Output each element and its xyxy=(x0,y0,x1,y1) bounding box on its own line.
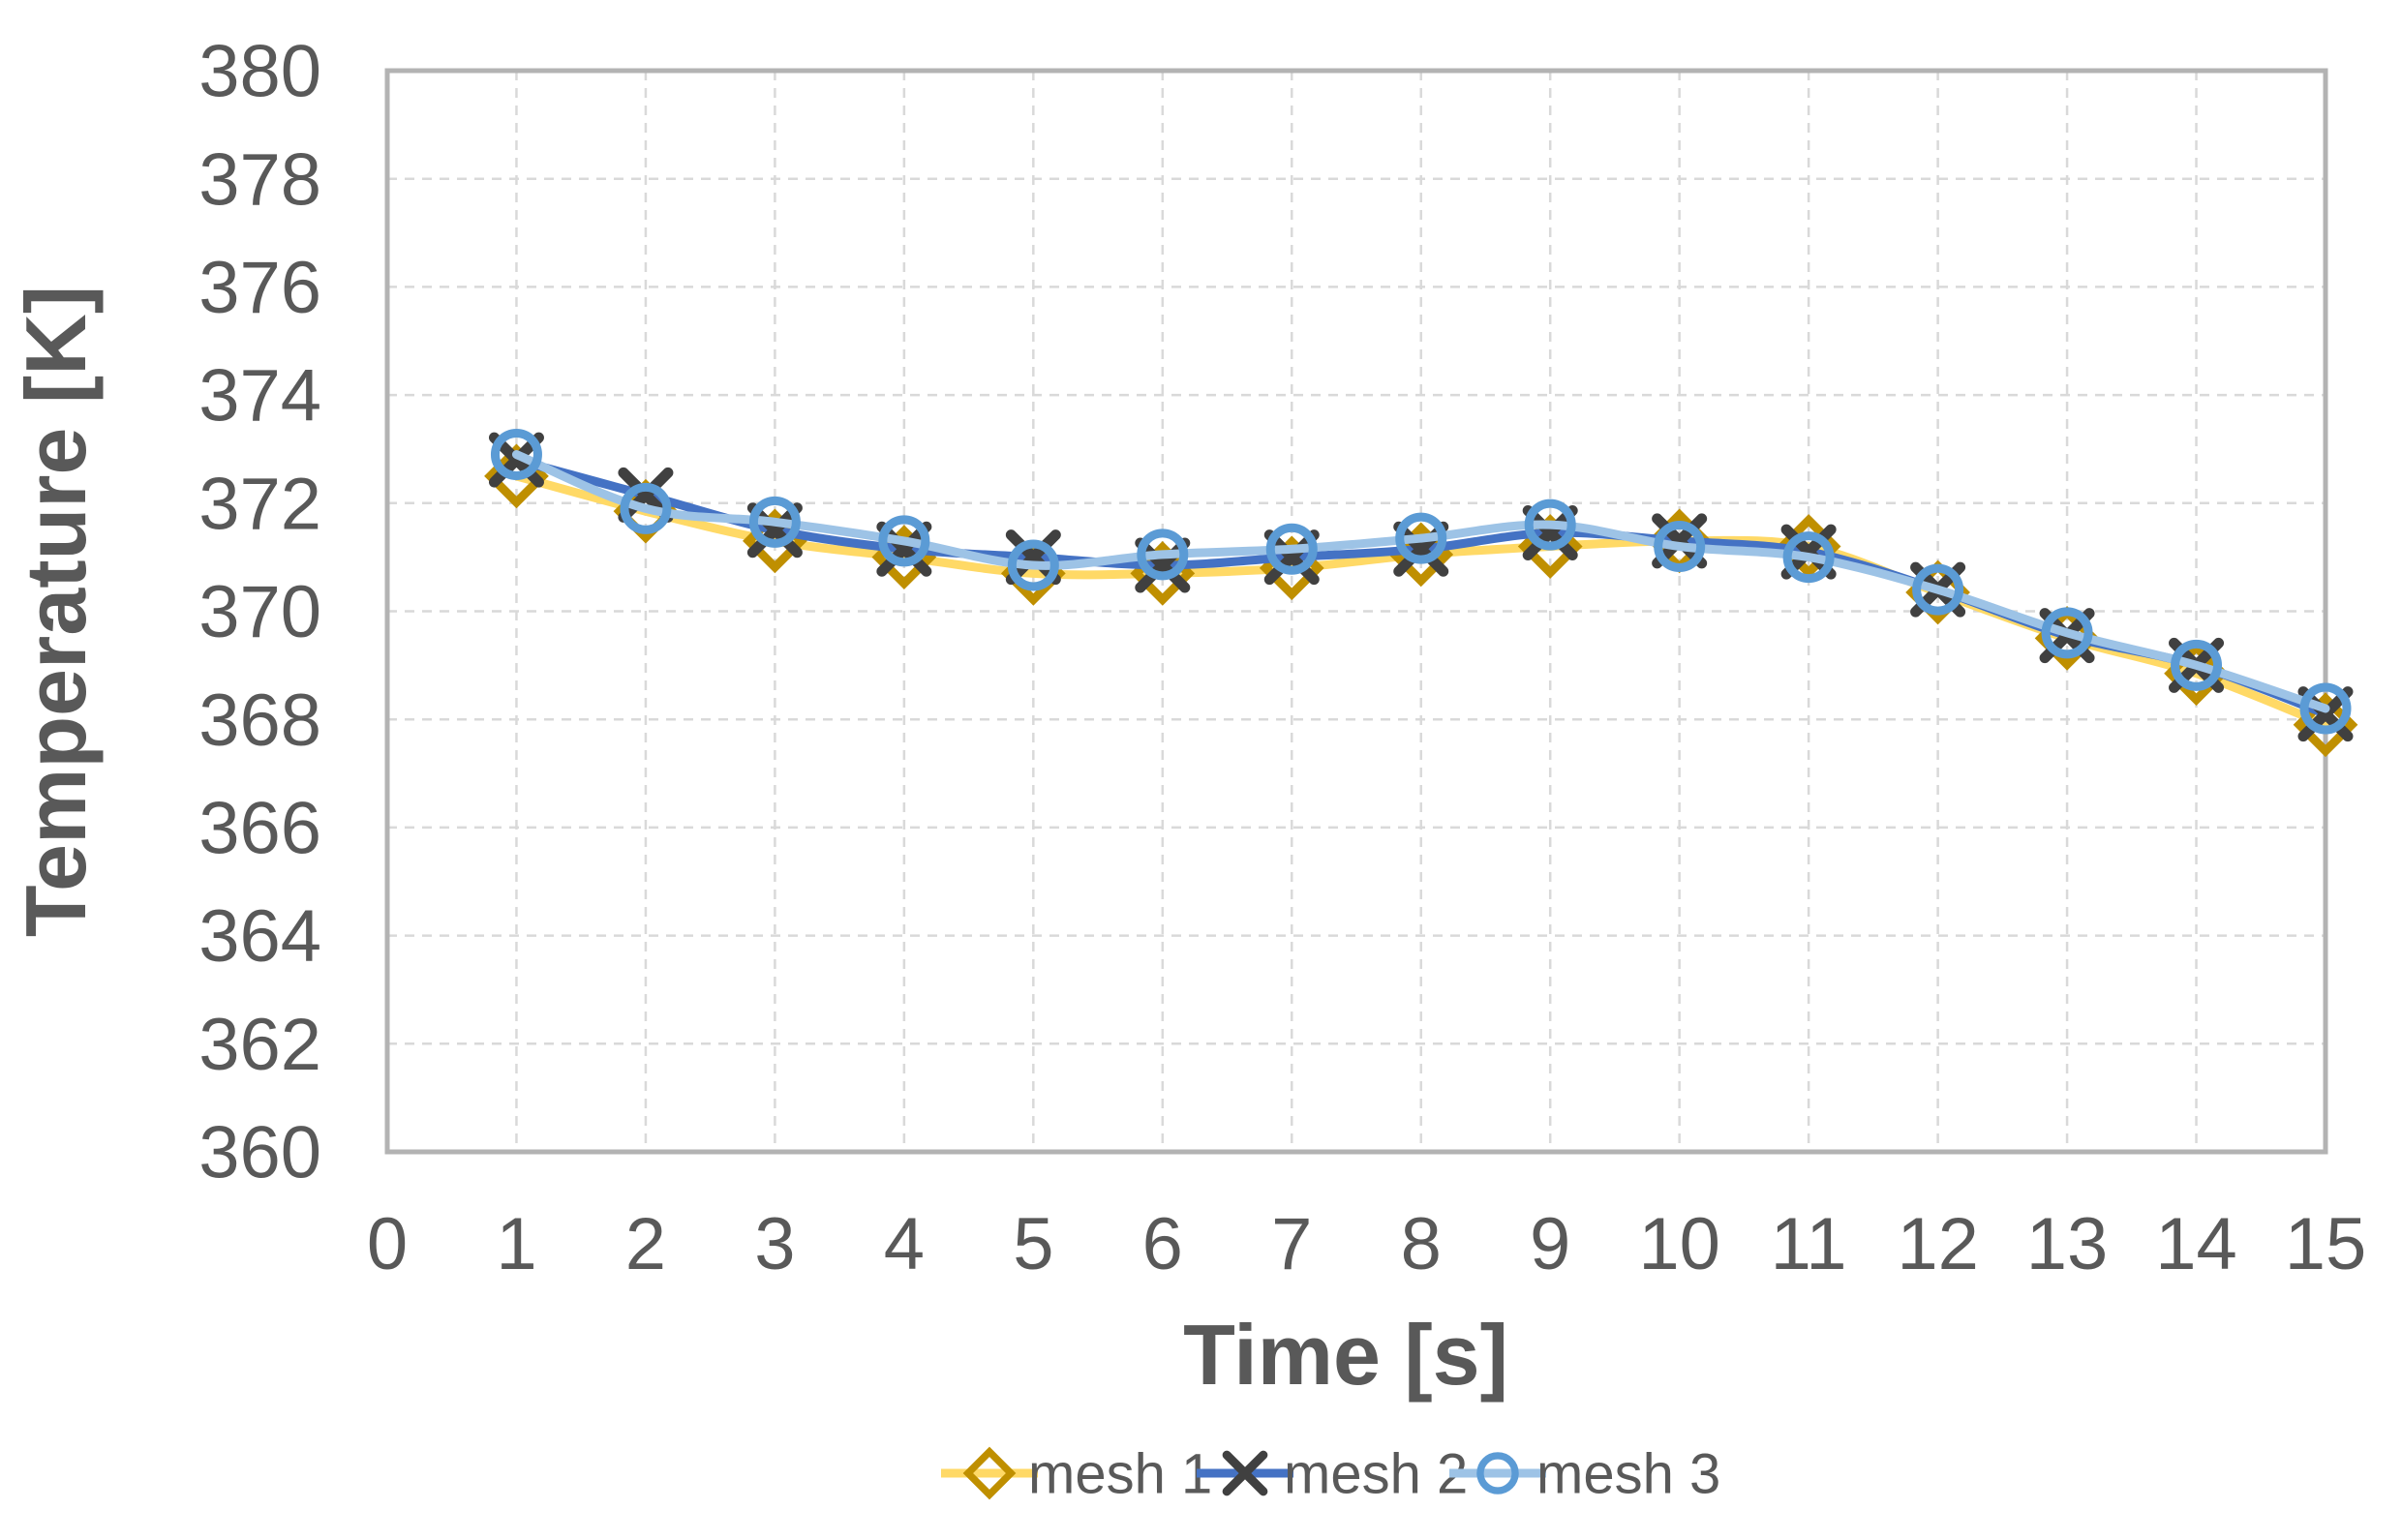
plot-area-border xyxy=(384,68,2328,1155)
circle-marker-mesh-3-pt7 xyxy=(1265,523,1318,575)
y-tick-label-374: 374 xyxy=(198,355,321,438)
x-marker-mesh-2-pt7 xyxy=(1263,529,1320,586)
y-tick-label-372: 372 xyxy=(198,463,321,545)
x-axis-title: Time [s] xyxy=(1183,1307,1508,1403)
y-tick-label-368: 368 xyxy=(198,679,321,762)
legend-item-mesh-2: mesh 2 xyxy=(1197,1442,1468,1505)
y-tick-label-362: 362 xyxy=(198,1004,321,1086)
x-marker-mesh-2-pt9 xyxy=(1522,505,1578,561)
legend-label: mesh 1 xyxy=(1028,1442,1212,1505)
legend: mesh 1 mesh 2 mesh 3 xyxy=(941,1442,1720,1505)
circle-marker-legend xyxy=(1476,1452,1519,1495)
x-tick-label-3: 3 xyxy=(754,1203,795,1285)
circle-marker-mesh-3-pt12 xyxy=(1912,563,1964,616)
y-tick-label-360: 360 xyxy=(198,1112,321,1194)
legend-item-mesh-1: mesh 1 xyxy=(941,1442,1212,1505)
circle-marker-mesh-3-pt11 xyxy=(1782,531,1835,584)
circle-marker-mesh-3-pt1 xyxy=(490,429,542,481)
x-tick-label-14: 14 xyxy=(2155,1203,2237,1285)
y-tick-label-376: 376 xyxy=(198,247,321,329)
gridlines xyxy=(387,71,2326,1152)
x-tick-label-6: 6 xyxy=(1142,1203,1183,1285)
legend-label: mesh 2 xyxy=(1284,1442,1468,1505)
circle-marker-mesh-3-pt4 xyxy=(878,515,930,567)
circle-marker-mesh-3-pt3 xyxy=(748,496,801,548)
x-tick-label-10: 10 xyxy=(1638,1203,1720,1285)
y-tick-label-378: 378 xyxy=(198,138,321,221)
x-tick-label-13: 13 xyxy=(2026,1203,2109,1285)
circle-marker-mesh-3-pt5 xyxy=(1007,539,1059,591)
x-tick-label-2: 2 xyxy=(625,1203,666,1285)
x-tick-label-15: 15 xyxy=(2285,1203,2367,1285)
circle-marker-mesh-3-pt2 xyxy=(620,482,672,534)
circle-marker-mesh-3-pt15 xyxy=(2299,682,2352,735)
x-tick-label-11: 11 xyxy=(1771,1203,1847,1285)
x-tick-label-4: 4 xyxy=(884,1203,925,1285)
circle-marker-mesh-3-pt14 xyxy=(2171,639,2223,691)
x-marker-mesh-2-pt5 xyxy=(1005,529,1061,586)
x-marker-legend xyxy=(1222,1450,1268,1496)
y-tick-label-380: 380 xyxy=(198,31,321,113)
x-tick-label-5: 5 xyxy=(1013,1203,1053,1285)
y-tick-label-366: 366 xyxy=(198,788,321,870)
y-tick-label-370: 370 xyxy=(198,571,321,653)
y-tick-label-364: 364 xyxy=(198,895,321,978)
legend-label: mesh 3 xyxy=(1536,1442,1720,1505)
series-mesh-2 xyxy=(488,432,2354,742)
x-tick-label-8: 8 xyxy=(1401,1203,1442,1285)
series-mesh-3-line xyxy=(511,450,2330,713)
legend-item-mesh-3: mesh 3 xyxy=(1449,1442,1720,1505)
circle-marker-mesh-3-pt8 xyxy=(1395,512,1447,564)
circle-marker-mesh-3-pt9 xyxy=(1524,498,1576,551)
x-tick-label-12: 12 xyxy=(1897,1203,1979,1285)
diamond-marker-legend xyxy=(962,1446,1017,1500)
x-tick-label-7: 7 xyxy=(1271,1203,1312,1285)
circle-marker-mesh-3-pt13 xyxy=(2041,607,2093,659)
x-marker-mesh-2-pt3 xyxy=(746,502,803,559)
circle-marker-mesh-3-pt6 xyxy=(1137,528,1189,581)
y-axis-title: Temperature [K] xyxy=(8,286,104,937)
circle-marker-mesh-3-pt10 xyxy=(1654,520,1706,572)
x-tick-label-1: 1 xyxy=(496,1203,536,1285)
series-mesh-3 xyxy=(490,429,2352,735)
x-tick-label-9: 9 xyxy=(1530,1203,1570,1285)
x-tick-label-0: 0 xyxy=(367,1203,408,1285)
